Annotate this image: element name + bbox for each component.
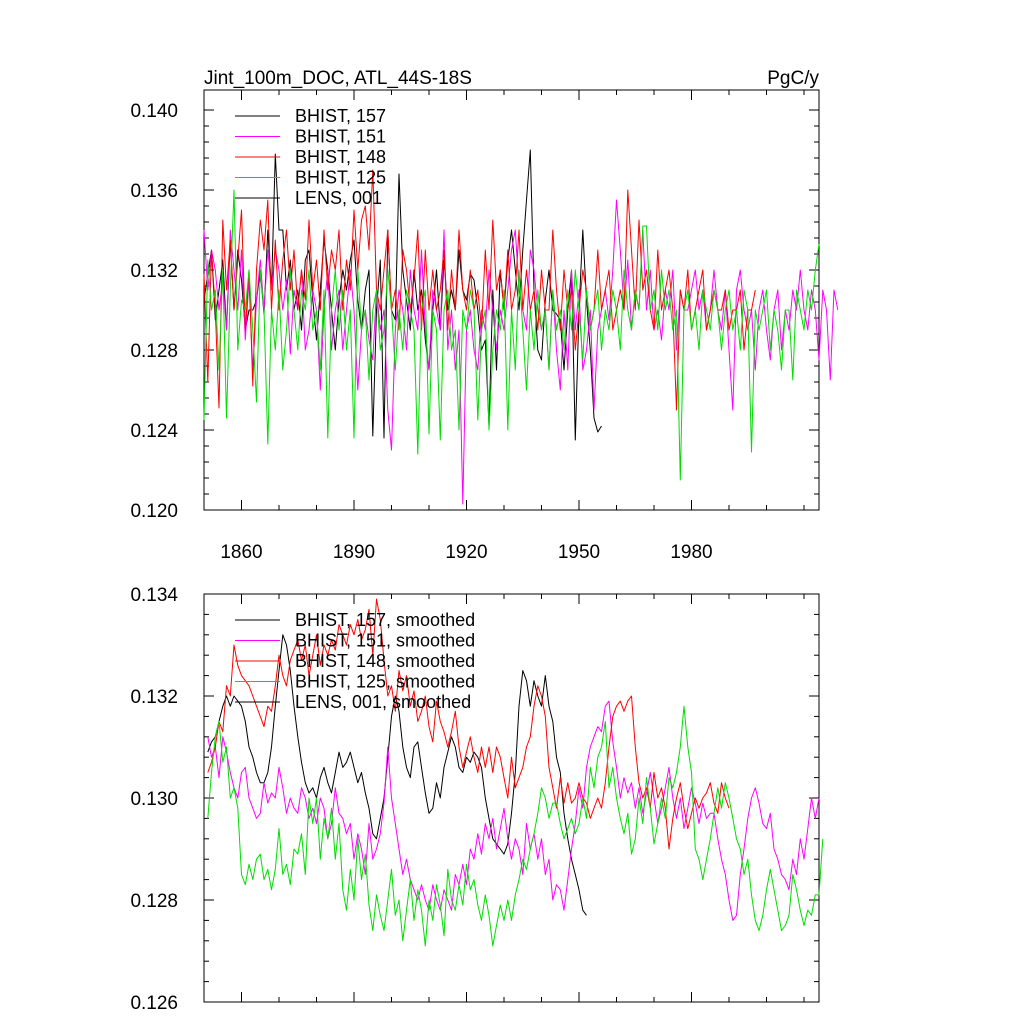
legend-label: LENS, 001, smoothed [295, 692, 471, 712]
x-tick-label: 1980 [670, 542, 712, 563]
y-tick-label: 0.120 [130, 501, 178, 522]
y-tick-label: 0.132 [130, 261, 178, 282]
top-title-left: Jint_100m_DOC, ATL_44S-18S [204, 68, 472, 89]
x-tick-label: 1890 [333, 542, 375, 563]
legend-label: BHIST, 157 [295, 106, 386, 126]
bottom-series-line-2 [207, 598, 730, 850]
x-tick-label: 1860 [220, 542, 262, 563]
bottom-series-lines [207, 598, 824, 947]
top-series-lines [203, 149, 839, 505]
y-tick-label: 0.126 [130, 993, 178, 1014]
y-tick-label: 0.124 [130, 421, 178, 442]
legend-label: BHIST, 148, smoothed [295, 651, 475, 671]
y-tick-label: 0.132 [130, 687, 178, 708]
top-series-line-0 [203, 149, 602, 441]
y-tick-label: 0.128 [130, 891, 178, 912]
top-title-right: PgC/y [767, 68, 819, 89]
legend-label: BHIST, 151, smoothed [295, 631, 475, 651]
y-tick-label: 0.130 [130, 789, 178, 810]
top-series-line-3 [203, 189, 820, 481]
bottom-panel: 0.126 0.128 0.130 0.132 0.134 BHIST, 157, sm… [130, 585, 824, 1014]
y-tick-label: 0.136 [130, 181, 178, 202]
bottom-axis-ticks: 0.126 0.128 0.130 0.132 0.134 [130, 585, 819, 1014]
y-tick-label: 0.128 [130, 341, 178, 362]
bottom-series-line-0 [207, 634, 587, 916]
x-tick-label: 1950 [558, 542, 600, 563]
top-axis-ticks: 1860 1890 1920 1950 1980 0.120 0.124 0.128 0.132… [130, 90, 819, 563]
x-tick-label: 1920 [445, 542, 487, 563]
top-panel: Jint_100m_DOC, ATL_44S-18S PgC/y 1860 189… [130, 68, 839, 563]
legend-label: BHIST, 151 [295, 127, 386, 147]
legend-label: LENS, 001 [295, 188, 382, 208]
legend-label: BHIST, 157, smoothed [295, 610, 475, 630]
legend-label: BHIST, 148 [295, 147, 386, 167]
legend-label: BHIST, 125 [295, 168, 386, 188]
legend-label: BHIST, 125, smoothed [295, 672, 475, 692]
y-tick-label: 0.140 [130, 101, 178, 122]
y-tick-label: 0.134 [130, 585, 178, 606]
top-series-line-1 [203, 199, 839, 505]
bottom-series-line-3 [207, 705, 824, 947]
bottom-series-line-1 [207, 700, 820, 921]
top-series-line-2 [203, 169, 756, 411]
